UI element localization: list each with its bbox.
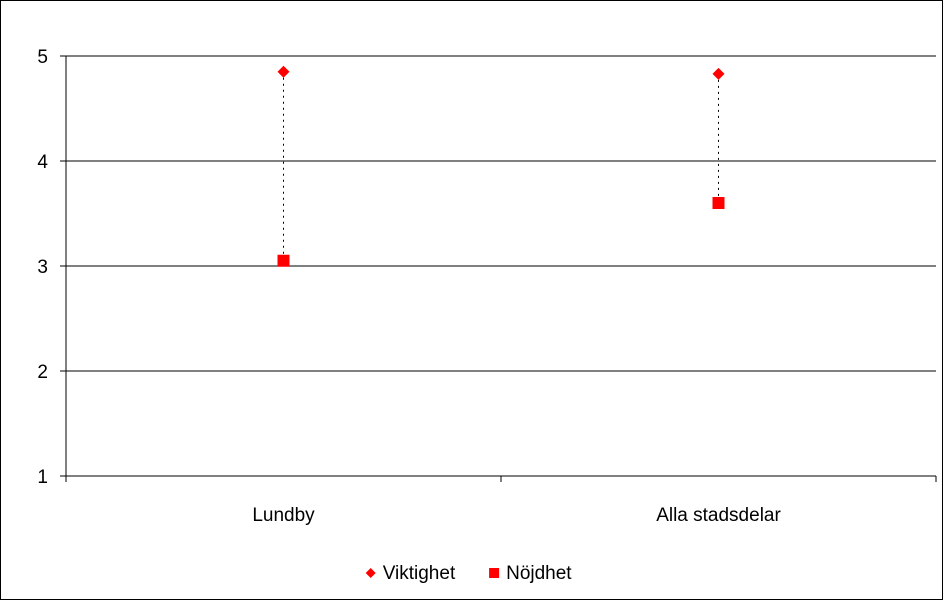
y-tick-label: 3 bbox=[37, 257, 48, 278]
axes bbox=[60, 55, 937, 482]
y-tick-label: 2 bbox=[37, 362, 48, 383]
diamond-marker-0-0 bbox=[277, 65, 290, 78]
legend-label: Viktighet bbox=[383, 563, 456, 584]
x-tick-label: Alla stadsdelar bbox=[656, 505, 781, 526]
square-marker-1-1 bbox=[712, 197, 725, 209]
legend-square-icon bbox=[489, 568, 500, 578]
y-tick-label: 4 bbox=[37, 152, 48, 173]
y-tick-labels: 1 2 3 4 5 bbox=[37, 47, 48, 488]
x-tick-labels: Lundby Alla stadsdelar bbox=[252, 505, 781, 526]
legend: Viktighet Nöjdhet bbox=[365, 563, 572, 584]
diamond-marker-0-1 bbox=[712, 67, 725, 80]
grid-lines bbox=[66, 55, 936, 372]
y-tick-label: 5 bbox=[37, 47, 48, 68]
square-marker-1-0 bbox=[277, 254, 290, 267]
data-markers bbox=[277, 65, 725, 267]
y-tick-label: 1 bbox=[37, 467, 48, 488]
x-tick-label: Lundby bbox=[252, 505, 315, 526]
legend-diamond-icon bbox=[365, 568, 376, 578]
legend-label: Nöjdhet bbox=[506, 563, 572, 584]
connectors bbox=[283, 71, 719, 261]
